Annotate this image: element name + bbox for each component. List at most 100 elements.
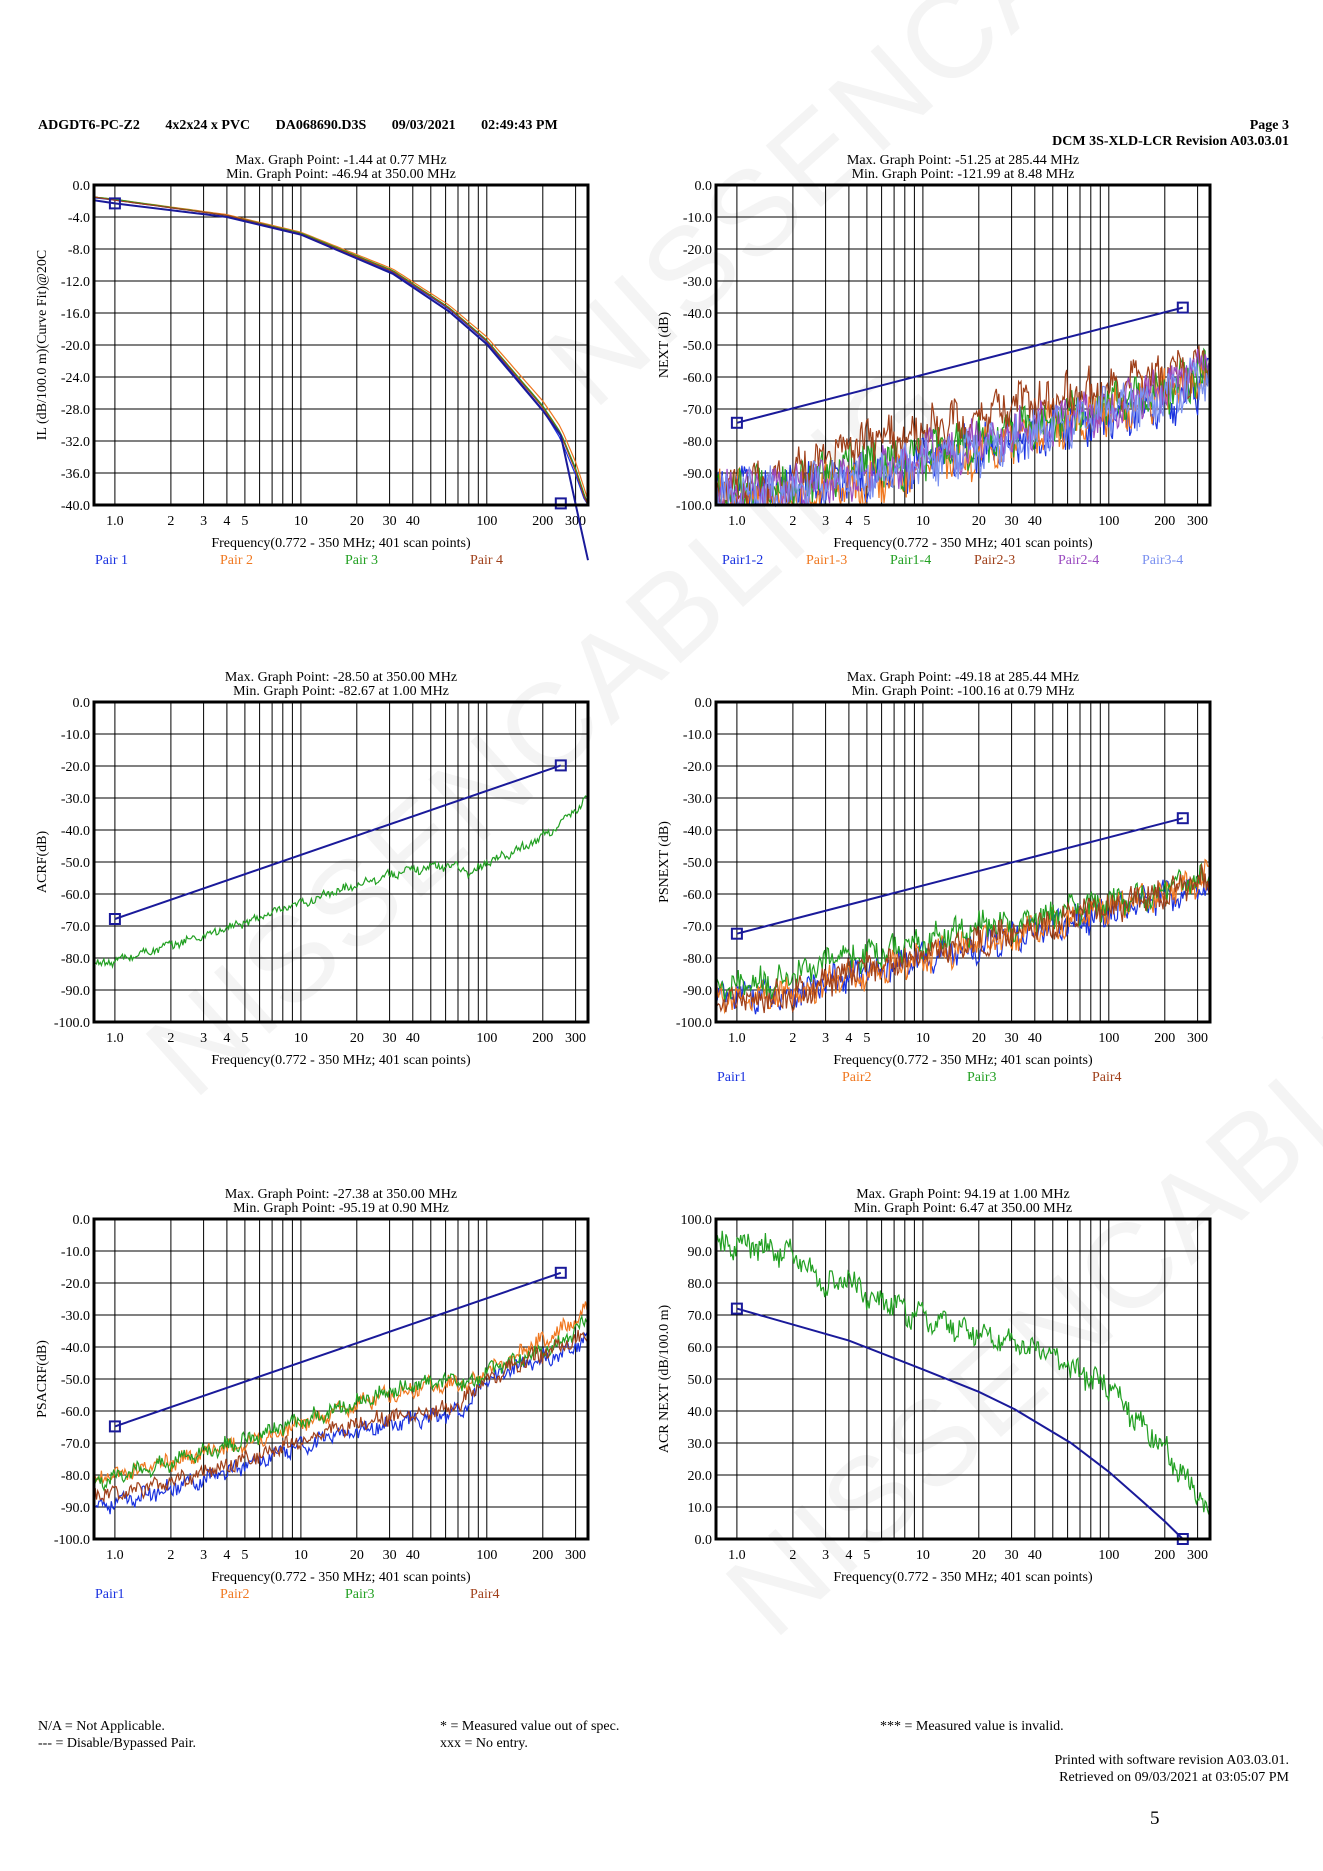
- report-header-right: Page 3 DCM 3S-XLD-LCR Revision A03.03.01: [1052, 118, 1289, 150]
- time-text: 02:49:43 PM: [481, 118, 558, 133]
- y-tick-label: -50.0: [683, 856, 712, 871]
- y-tick-label: -60.0: [683, 371, 712, 386]
- legend-item: Pair2-4: [1058, 553, 1099, 568]
- limit-marker: [1176, 301, 1189, 314]
- chart-svg: Max. Graph Point: -28.50 at 350.00 MHzMi…: [35, 670, 590, 1068]
- y-tick-label: 30.0: [688, 1437, 713, 1452]
- x-axis-label: Frequency(0.772 - 350 MHz; 401 scan poin…: [211, 536, 471, 551]
- y-axis-label: PSACRF(dB): [35, 1340, 50, 1418]
- x-tick-label: 4: [223, 514, 230, 529]
- insertion-loss-chart: Max. Graph Point: -1.44 at 0.77 MHz Min. …: [30, 150, 650, 640]
- limit-marker: [554, 497, 567, 510]
- min-graph-point: Min. Graph Point: -82.67 at 1.00 MHz: [233, 684, 449, 699]
- y-tick-label: 10.0: [688, 1501, 713, 1516]
- x-tick-label: 2: [167, 1548, 174, 1563]
- min-graph-point: Min. Graph Point: -100.16 at 0.79 MHz: [852, 684, 1075, 699]
- x-tick-label: 2: [167, 514, 174, 529]
- x-tick-label: 100: [476, 1031, 497, 1046]
- x-tick-label: 10: [294, 1548, 308, 1563]
- y-tick-label: -40.0: [61, 824, 90, 839]
- limit-marker: [730, 416, 743, 429]
- limit-line: [93, 199, 589, 561]
- x-tick-label: 200: [532, 1031, 553, 1046]
- x-tick-label: 40: [406, 514, 420, 529]
- x-tick-label: 200: [532, 1548, 553, 1563]
- max-graph-point: Max. Graph Point: -51.25 at 285.44 MHz: [847, 153, 1079, 168]
- legend-notes-left: N/A = Not Applicable. --- = Disable/Bypa…: [38, 1718, 196, 1752]
- legend-item: Pair 1: [95, 553, 128, 568]
- y-tick-label: 0.0: [695, 1533, 713, 1548]
- x-tick-label: 1.0: [728, 1548, 746, 1563]
- x-tick-label: 300: [1187, 514, 1208, 529]
- y-tick-label: -50.0: [61, 1373, 90, 1388]
- y-tick-label: -16.0: [61, 307, 90, 322]
- grid: [716, 1218, 1210, 1540]
- series-line-measured: [94, 794, 589, 970]
- limit-marker: [554, 759, 567, 772]
- y-tick-label: -80.0: [61, 1469, 90, 1484]
- y-tick-label: 20.0: [688, 1469, 713, 1484]
- min-graph-point: Min. Graph Point: -46.94 at 350.00 MHz: [226, 167, 456, 182]
- legend-item: Pair1-3: [806, 553, 847, 568]
- x-tick-label: 100: [1098, 1031, 1119, 1046]
- y-tick-label: -60.0: [61, 1405, 90, 1420]
- y-axis-label: ACR NEXT (dB/100.0 m): [657, 1305, 672, 1454]
- date-text: 09/03/2021: [391, 118, 456, 133]
- x-tick-label: 30: [383, 514, 397, 529]
- y-tick-label: 100.0: [681, 1213, 713, 1228]
- x-tick-label: 40: [1028, 514, 1042, 529]
- retrieved-note: Retrieved on 09/03/2021 at 03:05:07 PM: [1059, 1770, 1289, 1785]
- x-tick-label: 3: [200, 514, 207, 529]
- y-tick-label: -40.0: [683, 307, 712, 322]
- legend-item: Pair1-2: [722, 553, 763, 568]
- x-tick-label: 10: [916, 514, 930, 529]
- plot-frame: [714, 700, 1212, 1024]
- x-tick-label: 5: [863, 1548, 870, 1563]
- y-tick-label: -60.0: [61, 888, 90, 903]
- y-tick-label: -28.0: [61, 403, 90, 418]
- y-tick-label: -20.0: [61, 760, 90, 775]
- legend-item: Pair2-3: [974, 553, 1015, 568]
- x-tick-label: 300: [565, 1031, 586, 1046]
- y-tick-label: 90.0: [688, 1245, 713, 1260]
- legend-item: Pair3: [345, 1587, 375, 1602]
- report-header: ADGDT6-PC-Z2 4x2x24 x PVC DA068690.D3S 0…: [38, 118, 580, 134]
- plot-frame: [92, 700, 590, 1024]
- y-tick-label: -70.0: [683, 920, 712, 935]
- y-tick-label: -90.0: [683, 984, 712, 999]
- x-tick-label: 20: [972, 514, 986, 529]
- x-tick-label: 3: [822, 514, 829, 529]
- x-tick-label: 2: [789, 1031, 796, 1046]
- out-of-spec-note: * = Measured value out of spec.: [440, 1719, 620, 1734]
- y-tick-label: 40.0: [688, 1405, 713, 1420]
- x-tick-label: 10: [294, 1031, 308, 1046]
- acr-next-chart: Max. Graph Point: 94.19 at 1.00 MHz Min. …: [652, 1184, 1272, 1674]
- page-label: Page 3: [1249, 118, 1289, 133]
- chart-svg: Max. Graph Point: -51.25 at 285.44 MHzMi…: [657, 153, 1212, 568]
- y-tick-label: -70.0: [683, 403, 712, 418]
- y-tick-label: 80.0: [688, 1277, 713, 1292]
- max-graph-point: Max. Graph Point: -28.50 at 350.00 MHz: [225, 670, 457, 685]
- y-tick-label: -50.0: [61, 856, 90, 871]
- x-tick-label: 40: [1028, 1548, 1042, 1563]
- x-tick-label: 200: [1154, 1548, 1175, 1563]
- y-tick-label: -90.0: [683, 467, 712, 482]
- series-line-pair-2: [93, 196, 589, 501]
- y-tick-label: -40.0: [61, 1341, 90, 1356]
- x-axis-label: Frequency(0.772 - 350 MHz; 401 scan poin…: [833, 1570, 1093, 1585]
- y-tick-label: -10.0: [61, 1245, 90, 1260]
- x-tick-label: 5: [241, 1031, 248, 1046]
- x-tick-label: 1.0: [728, 1031, 746, 1046]
- legend-item: Pair4: [1092, 1070, 1122, 1085]
- x-tick-label: 300: [1187, 1548, 1208, 1563]
- series-line-pair3: [715, 862, 1211, 1003]
- page-number: 5: [1150, 1808, 1160, 1829]
- x-tick-label: 5: [241, 1548, 248, 1563]
- y-axis-label: ACRF(dB): [35, 831, 50, 894]
- chart-svg: Max. Graph Point: -49.18 at 285.44 MHzMi…: [657, 670, 1212, 1085]
- legend-item: Pair 3: [345, 553, 378, 568]
- legend-item: Pair3: [967, 1070, 997, 1085]
- plot-frame: [92, 183, 590, 507]
- y-tick-label: -20.0: [61, 339, 90, 354]
- limit-marker: [1176, 812, 1189, 825]
